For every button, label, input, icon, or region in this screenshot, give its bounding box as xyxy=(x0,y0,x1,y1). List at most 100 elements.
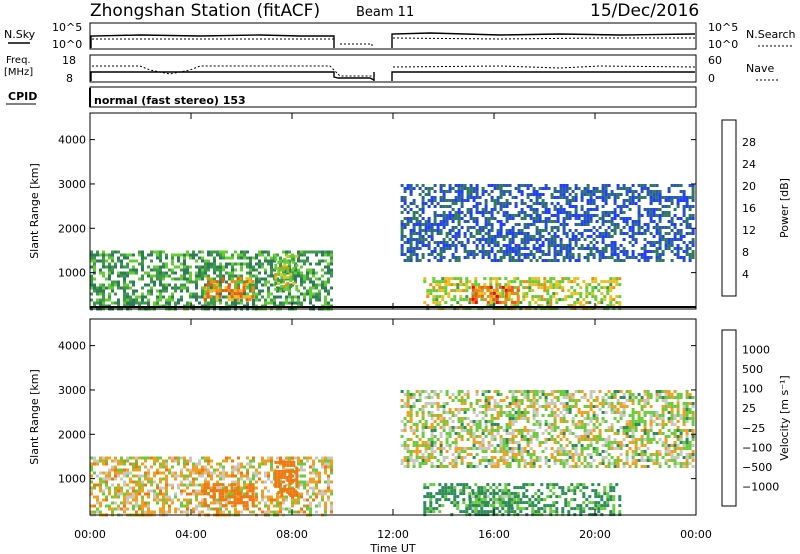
power-echo-cell xyxy=(520,229,524,232)
velocity-echo-cell xyxy=(484,429,488,432)
power-echo-cell xyxy=(174,289,177,293)
power-echo-cell xyxy=(201,268,204,272)
velocity-echo-cell xyxy=(291,498,294,502)
power-echo-cell xyxy=(471,300,475,304)
power-echo-cell xyxy=(480,285,484,289)
power-echo-cell xyxy=(631,223,635,226)
velocity-echo-cell xyxy=(129,477,132,481)
power-echo-cell xyxy=(96,253,99,257)
velocity-echo-cell xyxy=(292,460,296,464)
power-echo-cell xyxy=(670,199,674,202)
velocity-echo-cell xyxy=(544,396,548,399)
nsky-label: N.Sky xyxy=(4,28,36,41)
velocity-echo-cell xyxy=(565,396,569,399)
velocity-echo-cell xyxy=(306,507,309,511)
power-echo-cell xyxy=(144,301,147,305)
velocity-echo-cell xyxy=(532,450,536,453)
power-echo-cell xyxy=(451,187,455,190)
power-echo-cell xyxy=(102,259,105,263)
velocity-echo-cell xyxy=(466,453,470,456)
power-echo-cell xyxy=(279,262,282,266)
power-echo-cell xyxy=(562,229,566,232)
power-echo-cell xyxy=(600,286,604,290)
velocity-echo-cell xyxy=(490,417,494,420)
power-echo-cell xyxy=(544,253,548,256)
power-echo-cell xyxy=(534,301,538,305)
velocity-echo-cell xyxy=(478,426,482,429)
power-echo-cell xyxy=(652,226,656,229)
power-echo-cell xyxy=(93,256,96,260)
velocity-echo-cell xyxy=(601,450,605,453)
velocity-echo-cell xyxy=(236,486,240,490)
velocity-echo-cell xyxy=(227,501,231,505)
power-echo-cell xyxy=(471,288,475,292)
power-echo-cell xyxy=(206,295,210,299)
power-echo-cell xyxy=(447,283,451,287)
power-echo-cell xyxy=(409,217,413,220)
power-echo-cell xyxy=(206,277,210,281)
velocity-echo-cell xyxy=(209,489,213,493)
power-echo-cell xyxy=(558,286,562,290)
velocity-echo-cell xyxy=(212,492,216,496)
power-echo-cell xyxy=(286,260,290,264)
power-echo-cell xyxy=(283,275,287,279)
power-echo-cell xyxy=(93,277,96,281)
power-echo-cell xyxy=(487,184,491,187)
power-echo-cell xyxy=(568,193,572,196)
velocity-echo-cell xyxy=(457,420,461,423)
power-echo-cell xyxy=(484,190,488,193)
power-echo-cell xyxy=(327,262,330,266)
velocity-echo-cell xyxy=(144,471,147,475)
velocity-echo-cell xyxy=(156,468,159,472)
velocity-echo-cell xyxy=(409,393,413,396)
power-echo-cell xyxy=(484,217,488,220)
power-echo-cell xyxy=(622,184,626,187)
velocity-echo-cell xyxy=(583,411,587,414)
power-echo-cell xyxy=(610,220,614,223)
velocity-echo-cell xyxy=(511,399,515,402)
power-echo-cell xyxy=(159,253,162,257)
velocity-echo-cell xyxy=(547,459,551,462)
power-echo-cell xyxy=(514,244,518,247)
power-echo-cell xyxy=(475,184,479,187)
power-echo-cell xyxy=(466,229,470,232)
velocity-echo-cell xyxy=(236,492,240,496)
velocity-echo-cell xyxy=(466,438,470,441)
power-echo-cell xyxy=(126,301,129,305)
power-echo-cell xyxy=(204,268,207,272)
power-echo-cell xyxy=(219,265,222,269)
velocity-echo-cell xyxy=(195,477,198,481)
velocity-echo-cell xyxy=(261,480,264,484)
power-echo-cell xyxy=(586,247,590,250)
power-echo-cell xyxy=(562,193,566,196)
velocity-echo-cell xyxy=(192,510,195,514)
velocity-echo-cell xyxy=(246,507,249,511)
velocity-echo-cell xyxy=(400,399,404,402)
power-echo-cell xyxy=(643,247,647,250)
power-echo-cell xyxy=(285,301,288,305)
velocity-echo-cell xyxy=(517,462,521,465)
velocity-echo-cell xyxy=(481,444,485,447)
power-echo-cell xyxy=(502,211,506,214)
power-echo-cell xyxy=(186,289,189,293)
power-echo-cell xyxy=(174,253,177,257)
power-echo-cell xyxy=(165,274,168,278)
nsky-tick-high: 10^5 xyxy=(52,21,82,34)
power-echo-cell xyxy=(415,211,419,214)
velocity-echo-cell xyxy=(523,408,527,411)
power-echo-cell xyxy=(499,196,503,199)
power-echo-cell xyxy=(549,304,553,308)
power-echo-cell xyxy=(427,190,431,193)
power-echo-cell xyxy=(236,298,240,302)
power-echo-cell xyxy=(655,214,659,217)
velocity-echo-cell xyxy=(309,465,312,469)
velocity-echo-cell xyxy=(493,399,497,402)
power-echo-cell xyxy=(261,295,264,299)
velocity-echo-cell xyxy=(541,405,545,408)
velocity-echo-cell xyxy=(318,471,321,475)
power-echo-cell xyxy=(574,187,578,190)
power-echo-cell xyxy=(550,202,554,205)
velocity-echo-cell xyxy=(108,489,111,493)
power-echo-cell xyxy=(528,277,532,281)
power-echo-cell xyxy=(616,187,620,190)
